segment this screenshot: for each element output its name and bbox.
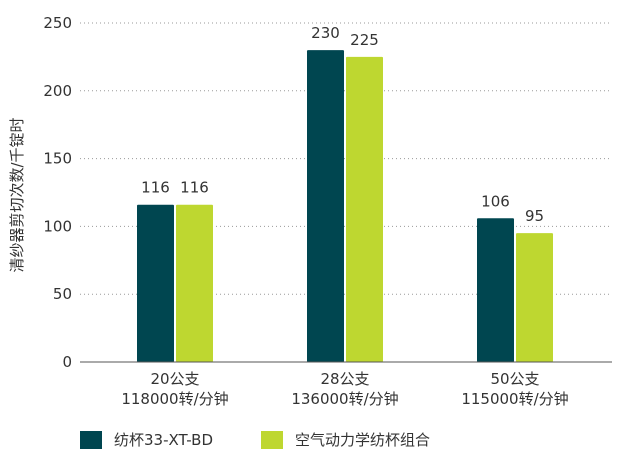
bar-series-1-1 bbox=[137, 204, 174, 362]
y-tick-label: 150 bbox=[43, 150, 72, 168]
x-category-label-line1: 28公支 bbox=[320, 370, 369, 388]
bar-series-1-3 bbox=[477, 218, 514, 362]
y-tick-label: 50 bbox=[53, 285, 72, 303]
legend-label-series-1: 纺杯33-XT-BD bbox=[114, 431, 214, 449]
x-category-label-line2: 115000转/分钟 bbox=[461, 390, 568, 408]
bar-series-2-1 bbox=[176, 204, 213, 362]
data-label: 230 bbox=[311, 24, 340, 42]
legend-item-series-2: 空气动力学纺杯组合 bbox=[261, 429, 430, 450]
data-label: 225 bbox=[350, 31, 379, 49]
data-labels: 116 230 106 116 225 95 bbox=[141, 24, 544, 225]
x-category-label-line2: 136000转/分钟 bbox=[291, 390, 398, 408]
data-label: 106 bbox=[481, 192, 510, 210]
y-tick-label: 250 bbox=[43, 14, 72, 32]
x-category-label-line1: 20公支 bbox=[150, 370, 199, 388]
y-tick-label: 200 bbox=[43, 82, 72, 100]
y-tick-label: 0 bbox=[62, 353, 72, 371]
legend-swatch-series-1 bbox=[80, 430, 102, 449]
y-axis-label: 清纱器剪切次数/千锭时 bbox=[8, 117, 26, 272]
data-label: 95 bbox=[525, 207, 544, 225]
legend-label-series-2: 空气动力学纺杯组合 bbox=[295, 431, 431, 449]
y-tick-label: 100 bbox=[43, 217, 72, 235]
data-label: 116 bbox=[180, 179, 209, 197]
legend-item-series-1: 纺杯33-XT-BD bbox=[80, 429, 213, 450]
y-axis-ticks: 0 50 100 150 200 250 bbox=[43, 14, 72, 371]
x-category-label-line1: 50公支 bbox=[490, 370, 539, 388]
bars bbox=[137, 50, 553, 363]
bar-series-2-3 bbox=[516, 233, 553, 362]
legend: 纺杯33-XT-BD 空气动力学纺杯组合 bbox=[80, 429, 430, 450]
bar-series-2-2 bbox=[346, 56, 383, 363]
x-category-label-line2: 118000转/分钟 bbox=[121, 390, 228, 408]
data-label: 116 bbox=[141, 179, 170, 197]
bar-series-1-2 bbox=[307, 50, 344, 363]
legend-swatch-series-2 bbox=[261, 430, 284, 449]
x-axis-categories: 20公支 118000转/分钟 28公支 136000转/分钟 50公支 115000转/… bbox=[121, 370, 568, 408]
